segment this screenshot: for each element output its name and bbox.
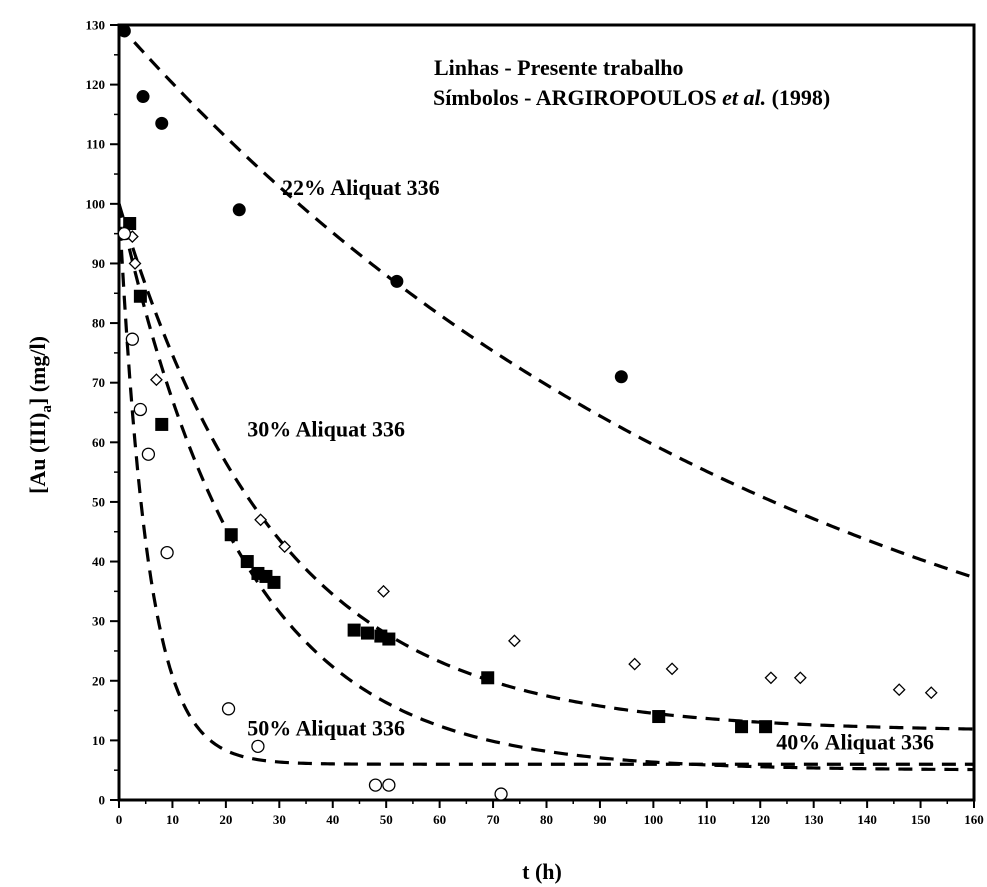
y-tick-label: 100	[86, 196, 106, 211]
point-series-4	[251, 739, 265, 753]
y-tick-label: 20	[92, 673, 105, 688]
y-tick-label: 120	[86, 77, 106, 92]
point-series-3	[382, 632, 396, 646]
point-series-2	[665, 662, 679, 676]
point-series-2	[508, 634, 521, 648]
x-tick-label: 140	[857, 812, 877, 827]
point-series-3	[652, 710, 666, 724]
point-series-3	[240, 555, 254, 569]
point-series-3	[347, 623, 361, 637]
curve-label-1: 22% Aliquat 336	[282, 175, 440, 200]
point-series-4	[494, 787, 508, 801]
x-tick-label: 20	[219, 812, 232, 827]
x-tick-label: 50	[380, 812, 393, 827]
y-tick-label: 10	[92, 733, 105, 748]
y-tick-label: 130	[86, 18, 106, 33]
legend-line-symbols: Símbolos - ARGIROPOULOS et al. (1998)	[433, 85, 830, 110]
point-series-1	[136, 90, 150, 104]
point-series-4	[160, 545, 174, 560]
point-series-4	[141, 447, 156, 461]
x-tick-label: 150	[911, 812, 931, 827]
point-series-1	[117, 24, 131, 38]
x-axis-title: t (h)	[522, 859, 562, 884]
curve-series-4	[117, 203, 974, 766]
point-series-4	[368, 778, 383, 792]
y-tick-label: 70	[92, 375, 105, 390]
curve-series-2	[117, 203, 975, 731]
point-series-1	[614, 370, 628, 384]
x-tick-label: 0	[116, 812, 123, 827]
point-series-2	[377, 584, 390, 598]
point-series-2	[254, 513, 268, 527]
point-series-3	[123, 217, 137, 231]
point-series-2	[924, 686, 938, 700]
x-tick-label: 80	[540, 812, 553, 827]
y-tick-label: 90	[92, 256, 105, 271]
x-tick-label: 70	[487, 812, 500, 827]
point-series-1	[390, 274, 404, 288]
x-tick-label: 90	[593, 812, 606, 827]
point-series-4	[117, 227, 131, 241]
y-tick-label: 0	[99, 793, 106, 808]
point-series-2	[764, 671, 778, 685]
x-tick-label: 100	[644, 812, 664, 827]
y-tick-label: 60	[92, 435, 105, 450]
plot-frame	[117, 23, 976, 802]
legend-line-lines: Linhas - Presente trabalho	[434, 55, 684, 80]
point-series-2	[278, 540, 292, 554]
point-series-4	[221, 702, 236, 716]
x-tick-label: 120	[751, 812, 771, 827]
curve-series-3	[117, 203, 975, 772]
point-series-1	[155, 116, 169, 130]
point-series-3	[735, 720, 749, 734]
point-series-3	[133, 289, 147, 303]
point-series-2	[149, 373, 163, 387]
point-series-4	[125, 332, 140, 346]
curve-series-1	[117, 23, 975, 580]
y-axis-title: [Au (III)a] (mg/l)	[25, 336, 55, 494]
y-tick-label: 50	[92, 494, 105, 509]
point-series-2	[793, 671, 807, 685]
point-series-2	[128, 257, 142, 270]
y-tick-label: 80	[92, 316, 105, 331]
y-tick-label: 110	[86, 137, 105, 152]
x-tick-label: 110	[697, 812, 716, 827]
point-series-3	[360, 626, 374, 640]
x-tick-label: 130	[804, 812, 824, 827]
point-series-3	[481, 671, 495, 685]
point-series-2	[892, 683, 906, 697]
point-series-4	[133, 402, 148, 417]
curve-label-3: 40% Aliquat 336	[776, 729, 934, 754]
point-series-3	[759, 720, 773, 734]
x-tick-label: 40	[326, 812, 339, 827]
x-tick-label: 60	[433, 812, 446, 827]
x-tick-label: 10	[166, 812, 179, 827]
y-tick-label: 40	[92, 554, 105, 569]
point-series-2	[628, 657, 642, 671]
point-series-3	[224, 528, 238, 542]
curve-label-2: 30% Aliquat 336	[247, 416, 405, 441]
y-tick-label: 30	[92, 614, 105, 629]
point-series-3	[267, 575, 281, 589]
point-series-4	[382, 778, 396, 792]
x-tick-label: 30	[273, 812, 286, 827]
plot-area: 0 10 20 30 40 50 60 70 80 90 100 110 120 130 140 150 160…	[86, 18, 984, 828]
x-tick-label: 160	[964, 812, 984, 827]
point-series-3	[155, 417, 169, 431]
curve-label-4: 50% Aliquat 336	[247, 716, 405, 741]
point-series-1	[232, 203, 246, 217]
